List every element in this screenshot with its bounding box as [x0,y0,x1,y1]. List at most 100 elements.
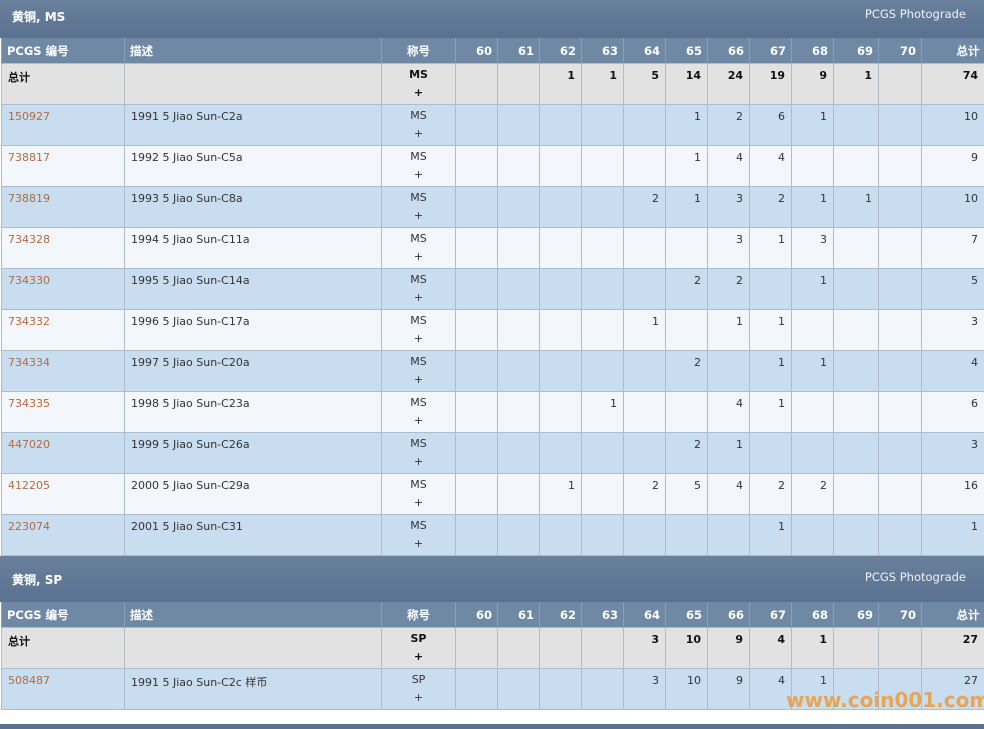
column-header: 描述 [124,38,382,64]
grade-count [497,227,540,269]
pcgs-number[interactable]: 447020 [8,438,50,451]
grade-count [497,473,540,515]
description: 1991 5 Jiao Sun-C2a [124,104,382,146]
designation-part: + [413,209,424,222]
bottom-bar [0,724,984,729]
data-row: 734328 1994 5 Jiao Sun-C11a MS +3 1 3 7 [1,227,984,269]
grade-count: 1 [833,63,879,105]
grade-count [497,391,540,433]
table-head: PCGS 编号 描述 称号 60 61 62 63 64 65 66 67 68 69 70 总计 [1,602,984,628]
grade-count [497,350,540,392]
pcgs-number[interactable]: 738819 [8,192,50,205]
designation-part: MS [410,314,427,327]
pcgs-number[interactable]: 734328 [8,233,50,246]
designation-part: MS [409,68,428,81]
pcgs-number[interactable]: 734330 [8,274,50,287]
grade-count: 4 [749,145,792,187]
pcgs-number[interactable]: 223074 [8,520,50,533]
row-total: 3 [921,309,984,351]
grade-count: 2 [749,186,792,228]
grade-count [539,391,582,433]
grade-count [623,145,666,187]
grade-count [581,668,624,710]
grade-count [623,391,666,433]
column-header: 67 [749,38,792,64]
designation-part: + [413,537,424,550]
grade-count [878,514,922,556]
grade-count [581,350,624,392]
grade-count: 9 [707,668,750,710]
designation-part: SP [410,632,427,645]
grade-count: 1 [749,350,792,392]
grade-count [878,473,922,515]
row-total: 5 [921,268,984,310]
grade-count [878,104,922,146]
designation-part: MS [410,396,427,409]
grade-count [455,432,498,474]
column-header: 称号 [381,602,456,628]
designation: MS + [381,473,456,515]
grade-count: 6 [749,104,792,146]
grade-count [833,309,879,351]
column-header: 总计 [921,602,984,628]
grade-count: 1 [791,268,834,310]
designation-part: MS [410,191,427,204]
grade-count: 1 [665,186,708,228]
grade-count: 1 [539,473,582,515]
column-header: 68 [791,38,834,64]
description: 2000 5 Jiao Sun-C29a [124,473,382,515]
designation: MS + [381,104,456,146]
grade-count [878,186,922,228]
totals-label: 总计 [1,63,125,105]
description [124,63,382,105]
grade-count [833,350,879,392]
column-header: 65 [665,602,708,628]
column-header: 61 [497,602,540,628]
row-total: 6 [921,391,984,433]
grade-count [791,145,834,187]
grade-count [455,268,498,310]
designation-part: MS [410,478,427,491]
grade-count [497,514,540,556]
grade-count [878,227,922,269]
pcgs-number-cell: 738819 [1,186,125,228]
content: 黄铜, MS PCGS Photograde PCGS 编号 描述 称号 60 61 62 63… [0,0,984,710]
grade-count [878,391,922,433]
grade-count [878,668,922,710]
pcgs-number[interactable]: 734335 [8,397,50,410]
grade-count [497,145,540,187]
pcgs-number[interactable]: 508487 [8,674,50,687]
designation-part: + [413,414,424,427]
grade-count [665,391,708,433]
grade-count: 4 [707,145,750,187]
grade-count: 10 [665,627,708,669]
grade-count [539,186,582,228]
grade-count [833,627,879,669]
grade-count: 1 [665,104,708,146]
pcgs-number-cell: 734328 [1,227,125,269]
grade-count: 10 [665,668,708,710]
pcgs-number[interactable]: 150927 [8,110,50,123]
data-row: 508487 1991 5 Jiao Sun-C2c 样币 SP +3 10 9 4 1 27 [1,668,984,710]
data-row: 412205 2000 5 Jiao Sun-C29a MS +1 2 5 4 2 2 16 [1,473,984,515]
column-header: 70 [878,38,922,64]
pcgs-number[interactable]: 412205 [8,479,50,492]
data-row: 734334 1997 5 Jiao Sun-C20a MS +2 1 1 4 [1,350,984,392]
pcgs-number[interactable]: 738817 [8,151,50,164]
grade-count: 1 [749,391,792,433]
pcgs-number[interactable]: 734332 [8,315,50,328]
column-header: 64 [623,38,666,64]
grade-count: 1 [791,104,834,146]
grade-count: 1 [539,63,582,105]
grade-count: 2 [791,473,834,515]
pcgs-number[interactable]: 734334 [8,356,50,369]
grade-count: 1 [707,432,750,474]
column-header: 66 [707,38,750,64]
photograde-link[interactable]: PCGS Photograde [864,570,966,584]
grade-count [455,145,498,187]
photograde-link[interactable]: PCGS Photograde [864,7,966,21]
grade-count [581,186,624,228]
grade-count [455,104,498,146]
grade-count [749,432,792,474]
